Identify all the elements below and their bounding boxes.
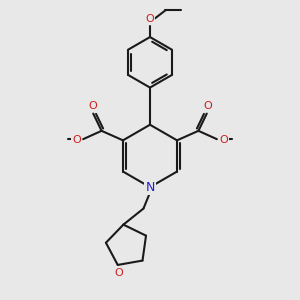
- Text: N: N: [145, 181, 155, 194]
- Text: O: O: [219, 135, 228, 145]
- Text: O: O: [203, 101, 212, 111]
- Text: O: O: [88, 101, 97, 111]
- Text: O: O: [115, 268, 124, 278]
- Text: O: O: [72, 135, 81, 145]
- Text: O: O: [146, 14, 154, 24]
